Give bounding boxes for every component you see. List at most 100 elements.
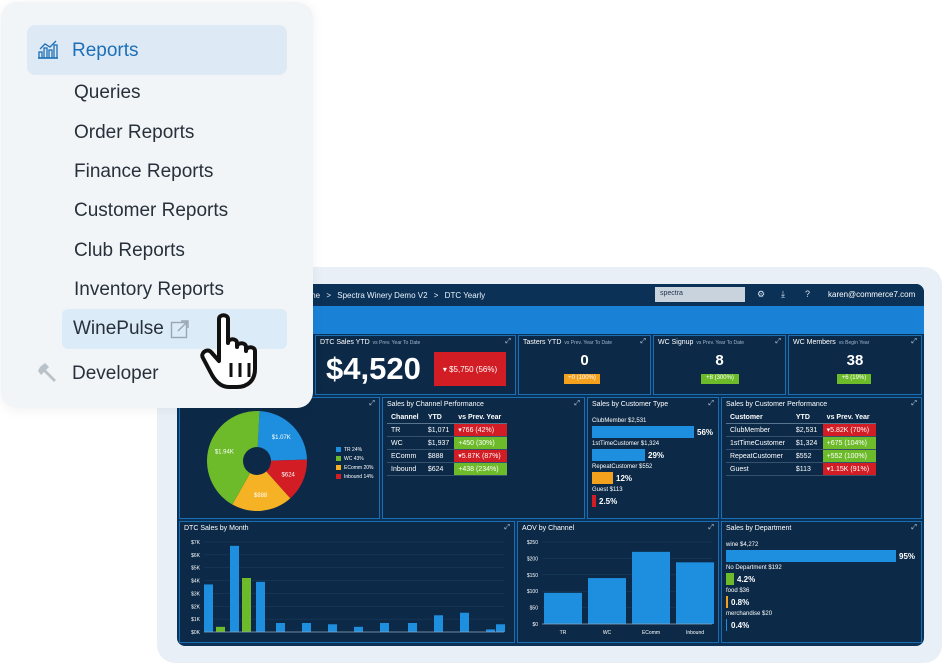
bar xyxy=(592,426,694,438)
y-tick-label: $50 xyxy=(530,606,539,612)
expand-icon[interactable]: ⤢ xyxy=(911,524,917,531)
bar xyxy=(408,623,417,632)
legend-item: Inbound 14% xyxy=(336,474,373,480)
bar xyxy=(328,624,337,632)
expand-icon[interactable]: ⤢ xyxy=(640,338,646,345)
pie-label: $624 xyxy=(282,472,296,478)
y-tick-label: $2K xyxy=(191,604,201,610)
bar xyxy=(276,623,285,632)
breadcrumb-home[interactable]: me xyxy=(309,291,321,300)
table-row: EComm $888 ▾5.87K (87%) xyxy=(387,449,507,463)
help-icon[interactable]: ? xyxy=(805,289,811,299)
hand-cursor-icon xyxy=(200,313,257,389)
download-icon[interactable]: ⤓ xyxy=(781,289,785,299)
bar xyxy=(632,551,670,624)
pie-label: $1.94K xyxy=(215,449,234,455)
pie-slice xyxy=(207,411,260,505)
x-tick-label: TR xyxy=(560,630,567,636)
menu-reports-header[interactable]: Reports xyxy=(27,25,287,75)
bar xyxy=(302,623,311,632)
bar xyxy=(434,615,443,632)
menu-item-queries[interactable]: Queries xyxy=(74,82,141,103)
menu-item-winepulse[interactable]: WinePulse xyxy=(62,309,287,349)
y-tick-label: $100 xyxy=(527,589,538,595)
pie-slice xyxy=(257,411,307,461)
bar xyxy=(230,545,239,632)
legend-item: TR 24% xyxy=(336,447,373,453)
legend-item: EComm 20% xyxy=(336,465,373,471)
expand-icon[interactable]: ⤢ xyxy=(504,524,510,531)
bar-chart-icon xyxy=(38,40,58,59)
dashboard-search-input[interactable]: spectra xyxy=(655,287,745,302)
x-tick-label: WC xyxy=(603,630,612,636)
bar xyxy=(204,584,213,632)
expand-icon[interactable]: ⤢ xyxy=(505,338,511,345)
channel-table: Channel YTD vs Prev. Year TR $1,071 ▾766 (42… xyxy=(387,412,507,476)
kpi-change: +0 (100%) xyxy=(564,374,600,384)
menu-item-inventory-reports[interactable]: Inventory Reports xyxy=(74,279,224,300)
kpi-value: 8 xyxy=(715,352,724,369)
pie-hole xyxy=(243,447,271,475)
table-row: TR $1,071 ▾766 (42%) xyxy=(387,423,507,437)
y-tick-label: $3K xyxy=(191,591,201,597)
expand-icon[interactable]: ⤢ xyxy=(911,338,917,345)
kpi-value: 0 xyxy=(580,352,589,369)
bar xyxy=(588,578,626,624)
bar xyxy=(726,596,728,608)
bar xyxy=(486,629,495,632)
user-email[interactable]: karen@commerce7.com xyxy=(828,290,916,299)
y-tick-label: $0 xyxy=(532,622,538,628)
bar xyxy=(592,472,613,484)
expand-icon[interactable]: ⤢ xyxy=(708,524,714,531)
bar xyxy=(496,624,505,632)
bar xyxy=(592,449,645,461)
panel-wc-members: WC Members vs Begin Year ⤢ 38 +6 (19%) xyxy=(788,335,922,395)
sales-ytd-change: ▾ $5,750 (56%) xyxy=(434,352,506,386)
panel-channel-pie: ⤢ $1.07K $624 $888 $1.94K TR 24% WC 43% ECo… xyxy=(179,397,380,519)
panel-customer-performance: Sales by Customer Performance ⤢ Customer… xyxy=(721,397,922,519)
panel-aov-by-channel: AOV by Channel ⤢ $0 $50 $100 $150 $200 $250 TR… xyxy=(517,521,719,643)
panel-sales-ytd: DTC Sales YTD vs Prev. Year To Date ⤢ $4,… xyxy=(315,335,516,395)
x-tick-label: EComm xyxy=(642,630,660,636)
menu-item-winepulse-label: WinePulse xyxy=(73,318,164,339)
y-tick-label: $200 xyxy=(527,556,538,562)
menu-item-order-reports[interactable]: Order Reports xyxy=(74,122,195,143)
dashboard: me > Spectra Winery Demo V2 > DTC Yearly… xyxy=(177,284,924,646)
pie-legend: TR 24% WC 43% EComm 20% Inbound 14% xyxy=(336,447,373,483)
panel-sales-by-month: DTC Sales by Month ⤢ $0K $1K $2K $3K $4K $5K $… xyxy=(179,521,515,643)
expand-icon[interactable]: ⤢ xyxy=(369,400,375,407)
expand-icon[interactable]: ⤢ xyxy=(708,400,714,407)
external-link-icon xyxy=(170,320,189,339)
customer-table: Customer YTD vs Prev. Year ClubMember $2,53… xyxy=(726,412,876,476)
panel-tasters-ytd: Tasters YTD vs Prev. Year To Date ⤢ 0 +0 … xyxy=(518,335,651,395)
table-row: Guest $113 ▾1.15K (91%) xyxy=(726,462,876,476)
y-tick-label: $0K xyxy=(191,630,201,636)
wrench-icon xyxy=(38,363,56,382)
expand-icon[interactable]: ⤢ xyxy=(775,338,781,345)
kpi-change: +6 (19%) xyxy=(837,374,871,384)
table-row: 1stTimeCustomer $1,324 +675 (104%) xyxy=(726,436,876,450)
menu-item-club-reports[interactable]: Club Reports xyxy=(74,240,185,261)
pie-slice xyxy=(232,461,291,511)
expand-icon[interactable]: ⤢ xyxy=(574,400,580,407)
y-tick-label: $7K xyxy=(191,540,201,546)
menu-item-developer[interactable]: Developer xyxy=(72,363,159,384)
menu-item-finance-reports[interactable]: Finance Reports xyxy=(74,161,214,182)
menu-header-label: Reports xyxy=(72,40,139,61)
bar xyxy=(726,573,734,585)
bar xyxy=(216,626,225,632)
y-tick-label: $1K xyxy=(191,617,201,623)
expand-icon[interactable]: ⤢ xyxy=(911,400,917,407)
y-tick-label: $250 xyxy=(527,540,538,546)
table-row: Inbound $624 +438 (234%) xyxy=(387,462,507,476)
panel-channel-performance: Sales by Channel Performance ⤢ Channel YT… xyxy=(382,397,585,519)
y-tick-label: $4K xyxy=(191,579,201,585)
menu-item-customer-reports[interactable]: Customer Reports xyxy=(74,200,229,221)
panel-wc-signup: WC Signup vs Prev. Year To Date ⤢ 8 +8 (3… xyxy=(653,335,786,395)
breadcrumb-winery[interactable]: Spectra Winery Demo V2 xyxy=(337,291,428,300)
legend-item: WC 43% xyxy=(336,456,373,462)
y-tick-label: $5K xyxy=(191,566,201,572)
x-tick-label: Inbound xyxy=(686,630,704,636)
gear-icon[interactable]: ⚙ xyxy=(757,289,766,299)
bar xyxy=(380,623,389,632)
